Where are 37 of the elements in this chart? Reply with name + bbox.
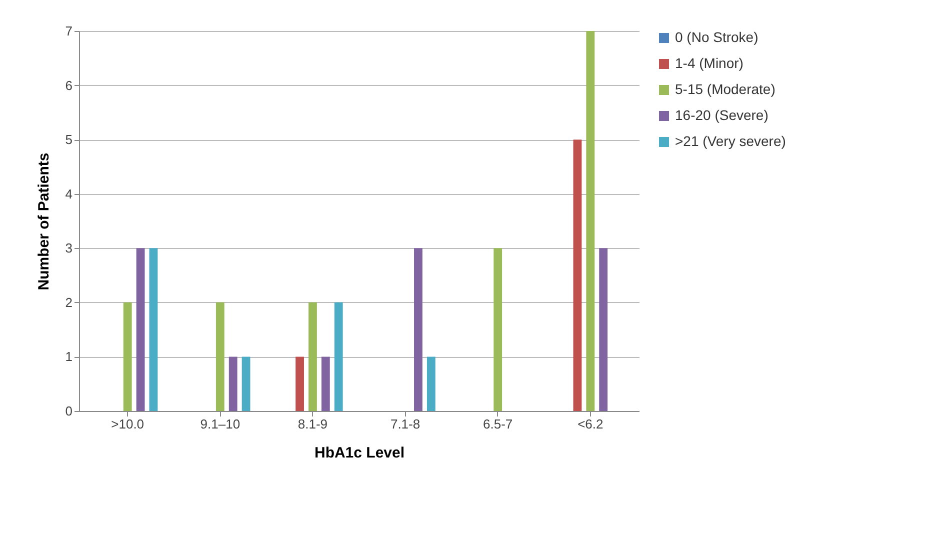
bar (414, 248, 422, 411)
y-axis-title: Number of Patients (35, 152, 52, 290)
bar (586, 31, 595, 411)
x-tick-label: 9.1–10 (200, 416, 240, 432)
bar (599, 248, 608, 411)
x-tick-label: >10.0 (111, 416, 144, 432)
bar (242, 356, 250, 411)
x-tick-label: 6.5-7 (483, 416, 513, 432)
y-tick-label: 1 (65, 349, 72, 364)
y-tick-label: 4 (65, 186, 72, 202)
bar (296, 356, 304, 411)
bar (228, 356, 238, 411)
bar (123, 302, 132, 411)
y-tick-label: 7 (65, 24, 72, 38)
bar (136, 248, 145, 411)
bar (308, 302, 317, 411)
y-tick-label: 3 (65, 240, 72, 256)
x-axis-title: HbA1c Level (314, 444, 405, 462)
bar (573, 140, 582, 411)
bar (334, 302, 343, 411)
bar (321, 356, 330, 411)
x-tick-label: 7.1-8 (390, 416, 420, 432)
y-tick-label: 0 (65, 404, 72, 418)
legend-label: 16-20 (Severe) (675, 107, 768, 123)
legend-label: 5-15 (Moderate) (675, 81, 776, 97)
y-tick-label: 6 (65, 78, 72, 93)
bar (149, 248, 158, 411)
y-tick-label: 5 (65, 132, 72, 148)
y-tick-label: 2 (65, 294, 72, 310)
bar (216, 302, 224, 411)
bar (426, 356, 436, 411)
legend-label: 1-4 (Minor) (675, 55, 744, 71)
x-tick-label: 8.1-9 (298, 416, 328, 432)
x-tick-label: <6.2 (578, 416, 604, 432)
legend-label: 0 (No Stroke) (675, 29, 758, 45)
bar (494, 248, 502, 411)
legend-label: >21 (Very severe) (675, 133, 786, 149)
